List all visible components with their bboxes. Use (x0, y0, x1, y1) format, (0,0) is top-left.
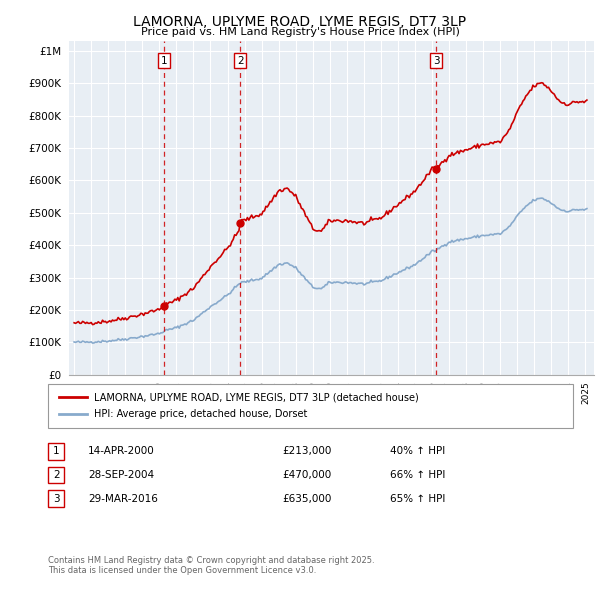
Text: LAMORNA, UPLYME ROAD, LYME REGIS, DT7 3LP (detached house): LAMORNA, UPLYME ROAD, LYME REGIS, DT7 3L… (94, 392, 419, 402)
Text: 66% ↑ HPI: 66% ↑ HPI (390, 470, 445, 480)
Text: 1: 1 (53, 447, 59, 456)
Text: LAMORNA, UPLYME ROAD, LYME REGIS, DT7 3LP: LAMORNA, UPLYME ROAD, LYME REGIS, DT7 3L… (133, 15, 467, 29)
Text: 65% ↑ HPI: 65% ↑ HPI (390, 494, 445, 503)
Text: Price paid vs. HM Land Registry's House Price Index (HPI): Price paid vs. HM Land Registry's House … (140, 27, 460, 37)
Text: HPI: Average price, detached house, Dorset: HPI: Average price, detached house, Dors… (94, 409, 308, 419)
Text: 3: 3 (433, 55, 440, 65)
Text: 3: 3 (53, 494, 59, 503)
Text: 28-SEP-2004: 28-SEP-2004 (88, 470, 154, 480)
Text: 1: 1 (161, 55, 167, 65)
Text: 2: 2 (53, 470, 59, 480)
Text: 29-MAR-2016: 29-MAR-2016 (88, 494, 158, 503)
Text: £635,000: £635,000 (282, 494, 331, 503)
Text: 14-APR-2000: 14-APR-2000 (88, 447, 155, 456)
Text: Contains HM Land Registry data © Crown copyright and database right 2025.
This d: Contains HM Land Registry data © Crown c… (48, 556, 374, 575)
Text: £470,000: £470,000 (282, 470, 331, 480)
Text: 40% ↑ HPI: 40% ↑ HPI (390, 447, 445, 456)
Text: 2: 2 (237, 55, 244, 65)
Text: £213,000: £213,000 (282, 447, 331, 456)
